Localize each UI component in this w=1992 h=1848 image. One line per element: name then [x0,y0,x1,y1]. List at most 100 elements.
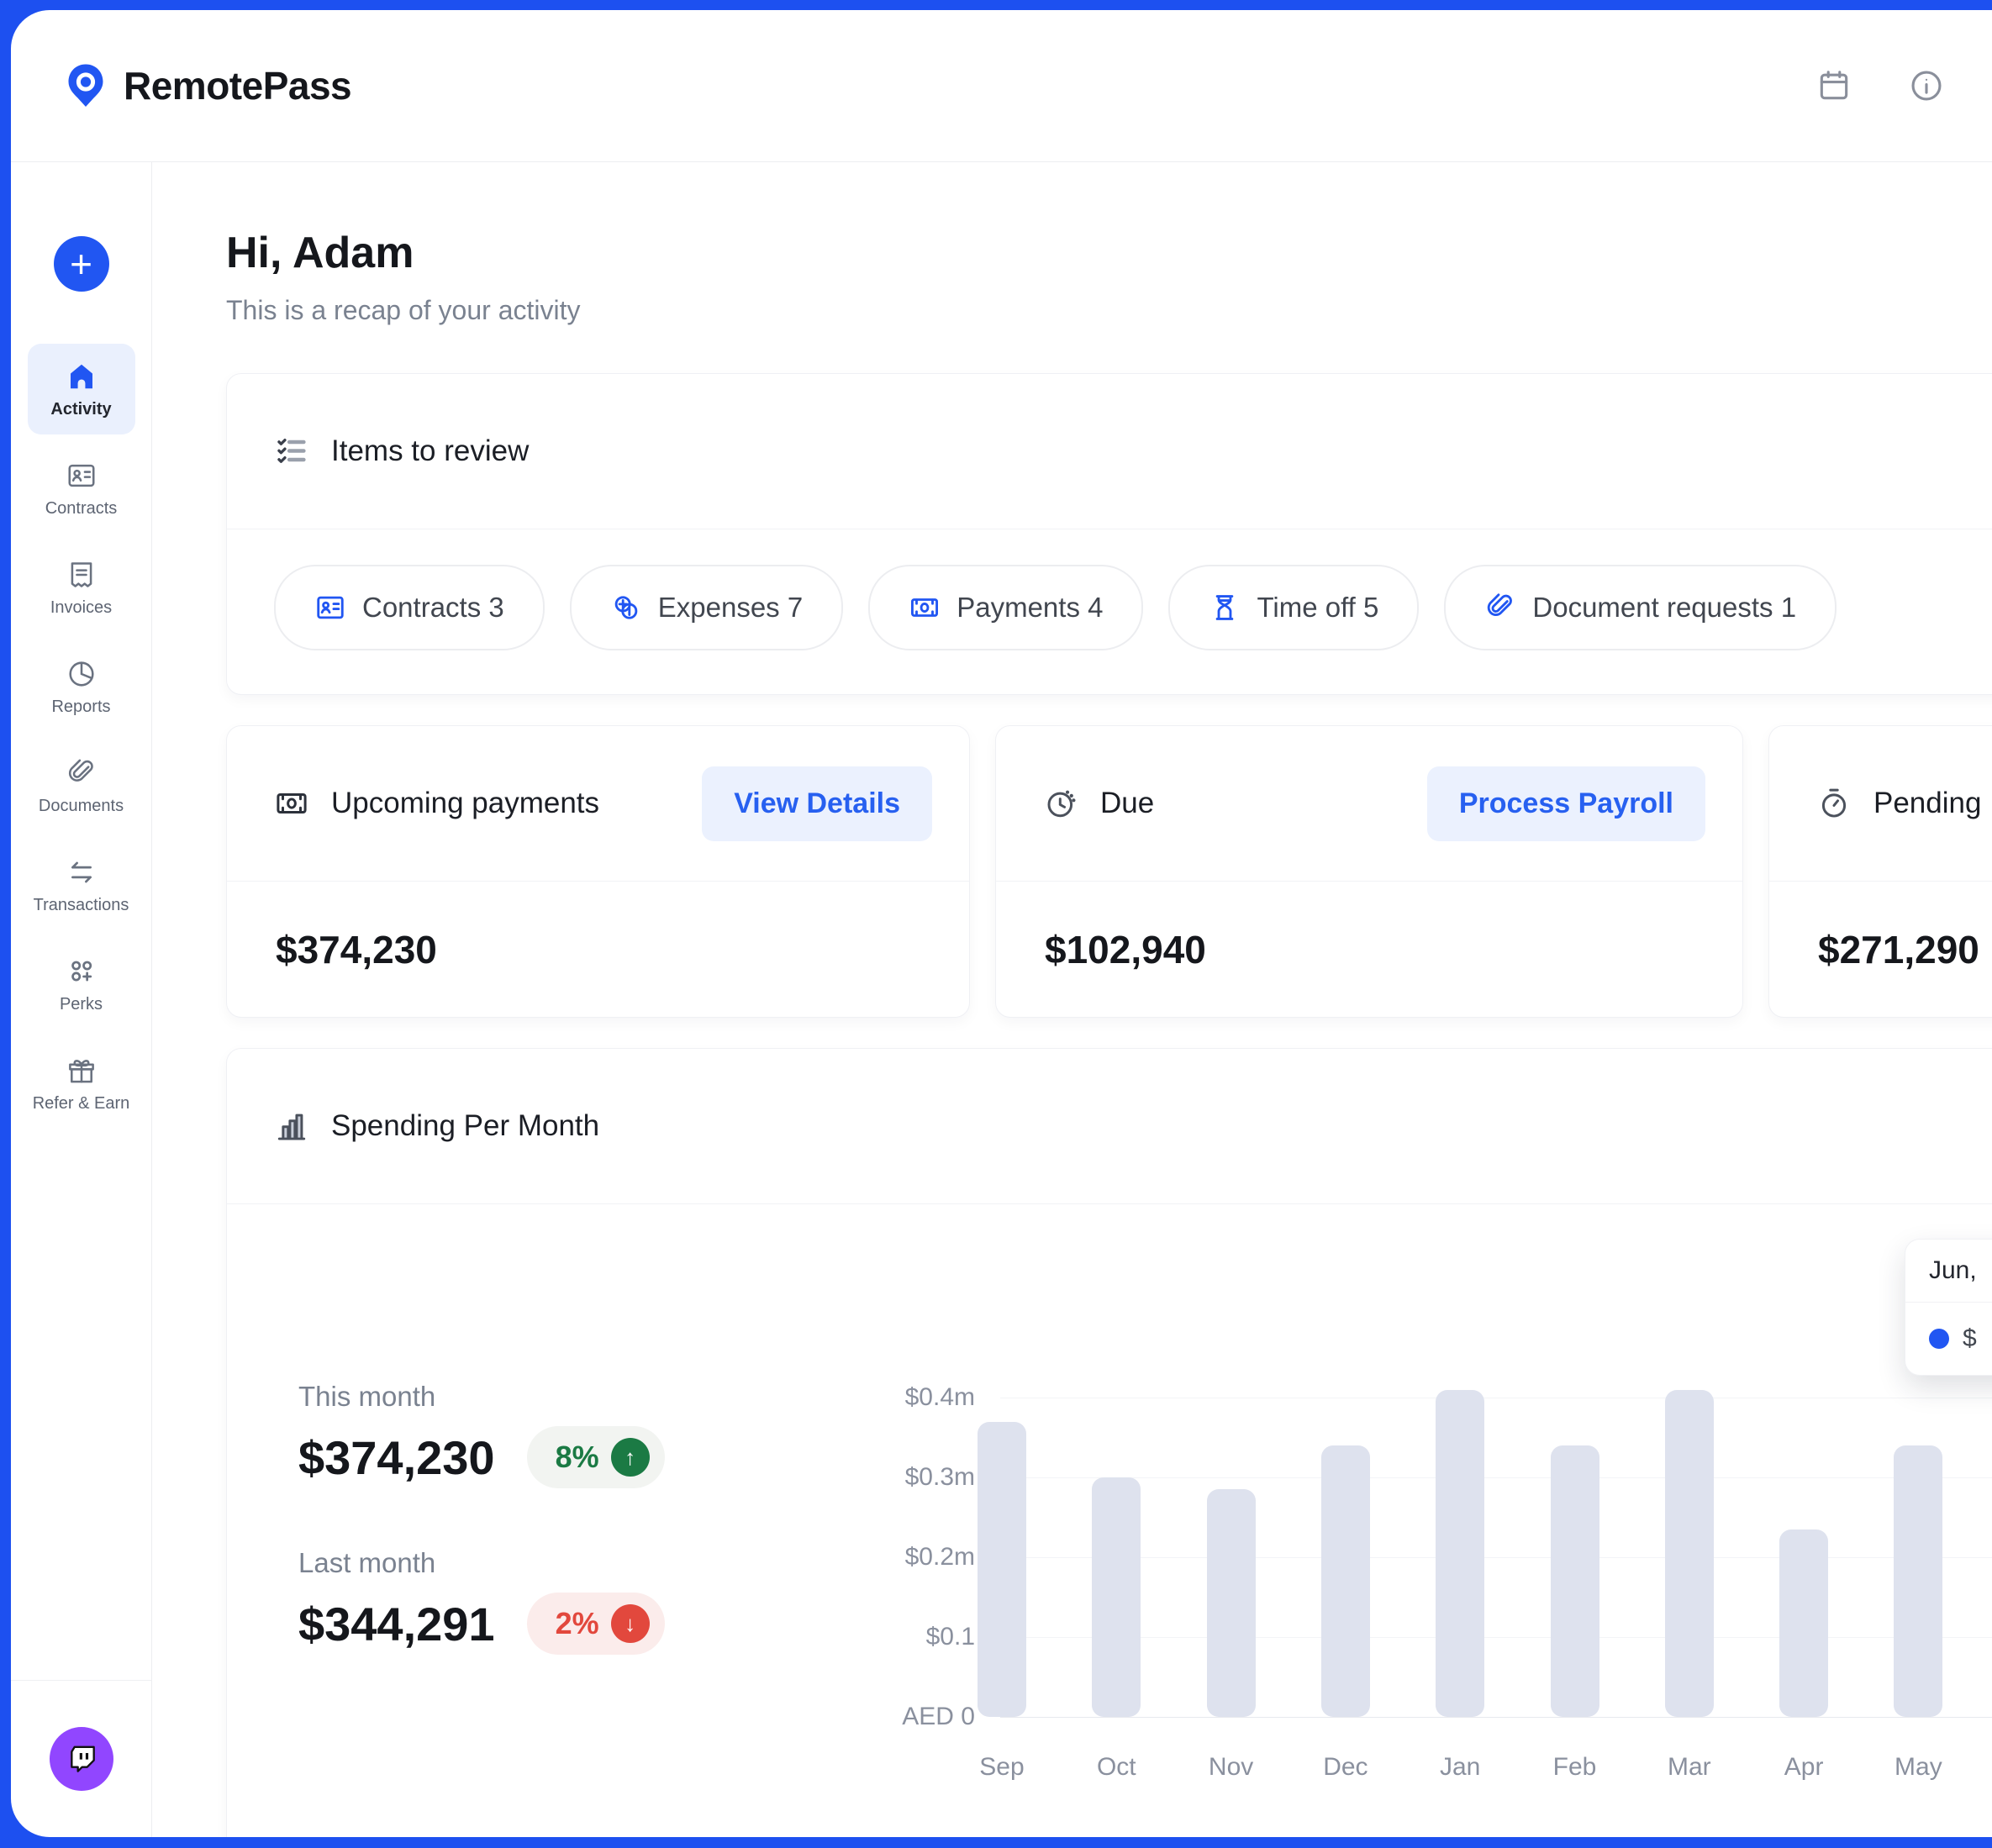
y-axis-tick: AED 0 [902,1703,975,1730]
bar-sep[interactable] [978,1421,1026,1717]
map-pin-logo-icon [63,62,108,109]
sidebar-item-perks[interactable]: Perks [28,939,135,1029]
sidebar-item-documents[interactable]: Documents [28,740,135,831]
gridline [1000,1477,1992,1478]
items-to-review-title: Items to review [331,434,530,467]
x-axis-label: Nov [1208,1753,1254,1781]
bar-mar[interactable] [1664,1389,1714,1717]
chart-tooltip: Jun, $ [1905,1239,1992,1376]
top-bar-actions [1815,67,1945,104]
this-month-change-badge: 8% ↑ [526,1426,665,1488]
spending-per-month-card: Spending Per Month This month $374,230 8… [226,1048,1992,1837]
receipt-icon [66,559,97,591]
stopwatch-icon [1816,786,1852,821]
sidebar-item-activity[interactable]: Activity [27,344,135,434]
calendar-icon[interactable] [1815,67,1852,104]
gift-icon [66,1055,97,1087]
x-axis-label: Oct [1096,1753,1136,1781]
tooltip-value: $ [1963,1324,1977,1352]
items-to-review-card: Items to review Contracts 3 [226,373,1992,695]
y-axis-tick: $0.4m [904,1383,975,1411]
paperclip-icon [1484,592,1516,624]
spending-title: Spending Per Month [331,1109,600,1142]
card-divider [1769,881,1992,882]
sidebar-item-transactions[interactable]: Transactions [28,840,135,930]
top-bar: RemotePass [11,10,1992,162]
hourglass-icon [1209,592,1241,624]
pill-expenses[interactable]: Expenses 7 [569,565,844,650]
pill-label: Expenses 7 [657,592,804,623]
gridline [1000,1557,1992,1558]
due-value: $102,940 [1045,928,1206,971]
pill-document-requests[interactable]: Document requests 1 [1444,565,1837,650]
pill-count: 7 [787,592,804,623]
paperclip-icon [66,757,97,789]
tooltip-divider [1905,1302,1992,1303]
app-window: RemotePass + [11,10,1992,1837]
sidebar-footer [11,1680,151,1837]
tooltip-month: Jun, [1929,1256,1977,1284]
process-payroll-button[interactable]: Process Payroll [1426,766,1705,841]
contract-card-icon [314,592,346,624]
series-dot-icon [1929,1329,1949,1349]
add-button[interactable]: + [53,236,109,292]
bar-oct[interactable] [1092,1477,1141,1717]
y-axis-tick: $0.2m [904,1543,975,1571]
x-axis-label: Feb [1552,1753,1597,1781]
coins-icon [610,592,642,624]
bar-dec[interactable] [1320,1445,1370,1717]
due-card: Due Process Payroll $102,940 [995,725,1743,1018]
info-icon[interactable] [1908,67,1945,104]
last-month-change-badge: 2% ↓ [526,1593,665,1655]
pill-label: Contracts 3 [362,592,504,623]
sidebar-item-label: Transactions [33,895,129,914]
card-divider [227,1203,1992,1204]
x-axis-label: May [1895,1753,1942,1781]
pending-value: $271,290 [1818,928,1979,971]
main-content: Hi, Adam This is a recap of your activit… [152,162,1992,1837]
bar-chart-icon [274,1108,309,1144]
bar-apr[interactable] [1779,1529,1829,1717]
bar-jan[interactable] [1436,1389,1485,1717]
sidebar-item-refer-earn[interactable]: Refer & Earn [28,1038,135,1129]
sidebar-item-invoices[interactable]: Invoices [28,542,135,633]
pill-contracts[interactable]: Contracts 3 [274,565,545,650]
pending-card: Pending $271,290 [1768,725,1992,1018]
upcoming-payments-card: Upcoming payments View Details $374,230 [226,725,970,1018]
last-month-label: Last month [298,1547,436,1578]
sidebar-item-label: Reports [51,697,111,716]
y-axis-tick: $0.3m [904,1463,975,1491]
sidebar-item-label: Refer & Earn [32,1093,130,1113]
this-month-label: This month [298,1381,436,1412]
card-divider [227,881,969,882]
bar-feb[interactable] [1550,1445,1599,1717]
banknote-icon [274,786,309,821]
stat-card-title: Due [1100,787,1155,819]
sidebar-item-label: Activity [50,399,112,419]
sidebar-item-reports[interactable]: Reports [28,641,135,732]
pill-payments[interactable]: Payments 4 [868,565,1144,650]
sidebar: + Activity [11,162,152,1837]
sidebar-item-contracts[interactable]: Contracts [28,443,135,534]
twitch-icon [65,1742,98,1776]
perks-icon [66,956,97,987]
pill-count: 1 [1780,592,1797,623]
chat-widget-button[interactable] [49,1727,113,1791]
pill-time-off[interactable]: Time off 5 [1168,565,1420,650]
page-title: Hi, Adam [226,229,414,277]
upcoming-payments-value: $374,230 [276,928,437,971]
sidebar-item-label: Documents [38,796,124,815]
bar-may[interactable] [1894,1445,1943,1717]
sidebar-item-label: Perks [59,994,103,1014]
stat-cards-row: Upcoming payments View Details $374,230 [226,725,1992,1018]
brand-logo: RemotePass [63,62,352,109]
gridline [1000,1637,1992,1638]
bar-nov[interactable] [1206,1489,1256,1717]
stat-card-title: Upcoming payments [331,787,600,819]
review-pills-row: Contracts 3 Expenses 7 [227,529,1992,694]
sidebar-item-label: Invoices [50,598,113,617]
stat-card-title: Pending [1873,787,1982,819]
spending-chart-plot: $0.4m $0.3m $0.2m $0.1 AED 0 Sep Oct Nov Dec Jan F… [849,1368,1992,1805]
view-details-button[interactable]: View Details [702,766,932,841]
